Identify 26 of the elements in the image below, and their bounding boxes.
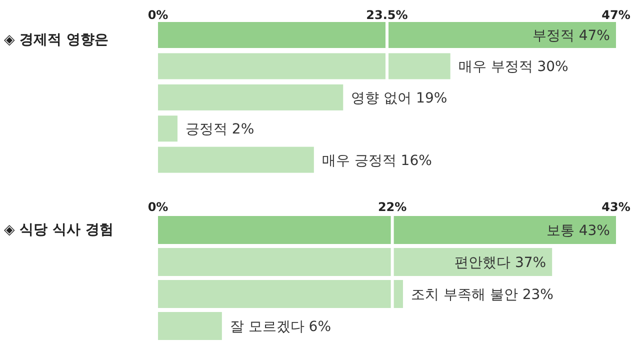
bar [158,312,222,340]
x-tick-label: 0% [148,8,168,22]
bar [158,22,616,48]
category-label: 매우 부정적 30% [458,59,568,76]
category-label: 편안했다 37% [454,255,546,271]
x-tick-label: 43% [602,200,630,214]
category-label: 긍정적 2% [185,122,254,138]
bar [158,280,403,308]
bar [158,248,552,276]
x-tick-label: 22% [378,200,407,214]
category-label: 조치 부족해 불안 23% [410,287,554,303]
category-label: 보통 43% [546,223,610,239]
bar [158,53,450,80]
x-tick-label: 0% [148,200,168,214]
bar [158,116,178,142]
category-label: 부정적 47% [532,28,610,44]
bar [158,216,616,244]
category-label: 매우 긍정적 16% [322,152,432,169]
bar [158,146,314,173]
category-label: 영향 없어 19% [351,90,448,106]
bar [158,84,344,110]
category-label: 잘 모르겠다 6% [230,319,332,335]
x-tick-label: 23.5% [366,8,408,22]
x-tick-label: 47% [602,8,630,22]
text: ◈ 경제적 영향은 [4,32,109,48]
text: ◈ 식당 식사 경험 [4,222,114,238]
